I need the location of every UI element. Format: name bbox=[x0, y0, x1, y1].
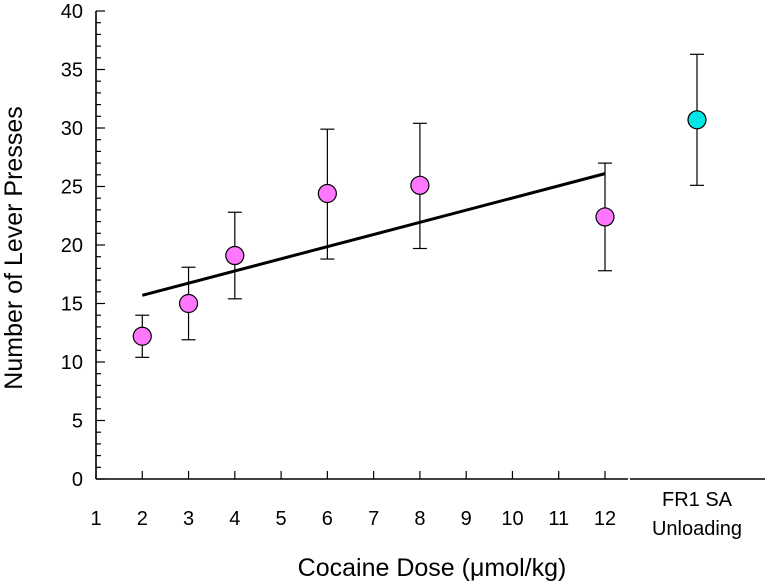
data-point bbox=[410, 175, 430, 195]
x-tick-label: 3 bbox=[183, 508, 194, 530]
y-tick-label: 10 bbox=[61, 352, 83, 374]
data-point bbox=[225, 245, 245, 266]
y-tick-label: 5 bbox=[72, 411, 83, 433]
y-tick-label: 35 bbox=[61, 60, 83, 82]
x-tick-label: 8 bbox=[414, 508, 425, 530]
data-point bbox=[317, 183, 337, 204]
x-tick-label: 4 bbox=[229, 508, 240, 530]
y-tick-label: 20 bbox=[61, 235, 83, 257]
x-tick-label: 6 bbox=[322, 508, 333, 530]
x-tick-label: 10 bbox=[501, 508, 523, 530]
extra-category-label: Unloading bbox=[652, 518, 742, 540]
y-axis-title: Number of Lever Presses bbox=[0, 106, 28, 389]
y-tick-label: 30 bbox=[61, 118, 83, 140]
x-tick-label: 5 bbox=[276, 508, 287, 530]
y-tick-label: 25 bbox=[61, 177, 83, 199]
y-tick-label: 0 bbox=[72, 469, 83, 491]
regression-line bbox=[141, 172, 606, 297]
extra-data-point bbox=[687, 110, 707, 130]
x-tick-label: 12 bbox=[594, 508, 616, 530]
x-tick-label: 2 bbox=[137, 508, 148, 530]
data-point bbox=[595, 207, 615, 227]
data-point bbox=[132, 326, 152, 346]
x-tick-label: 11 bbox=[548, 508, 569, 530]
x-tick-label: 1 bbox=[90, 508, 101, 530]
y-tick-label: 15 bbox=[61, 294, 83, 316]
extra-category-label: FR1 SA bbox=[662, 489, 733, 511]
x-tick-label: 7 bbox=[368, 508, 379, 530]
x-axis-title: Cocaine Dose (μmol/kg) bbox=[298, 554, 567, 582]
x-tick-label: 9 bbox=[461, 508, 472, 530]
data-point bbox=[178, 293, 199, 314]
y-tick-label: 40 bbox=[61, 1, 83, 23]
